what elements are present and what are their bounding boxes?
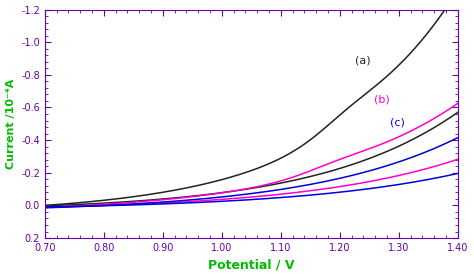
X-axis label: Potential / V: Potential / V [208,258,294,271]
Text: (b): (b) [374,94,390,105]
Text: (c): (c) [390,117,405,127]
Text: (a): (a) [355,55,370,65]
Y-axis label: Current /10⁻⁴A: Current /10⁻⁴A [6,79,16,169]
